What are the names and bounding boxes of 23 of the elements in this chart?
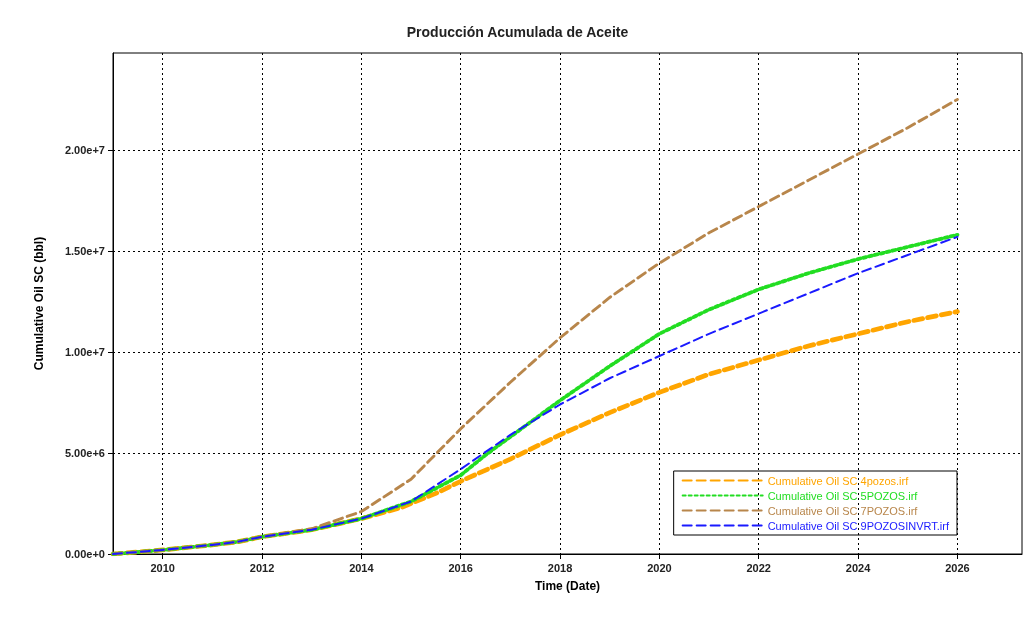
x-tick-label: 2020 <box>647 561 672 574</box>
x-tick-label: 2012 <box>249 561 275 574</box>
y-tick-label: 2.00e+7 <box>64 143 105 156</box>
y-tick-label: 1.00e+7 <box>64 345 105 358</box>
text: Cumulative Oil SC 9POZOSINVRT.irf <box>767 519 950 532</box>
y-tick-label: 1.50e+7 <box>64 244 105 257</box>
text: Cumulative Oil SC 4pozos.irf <box>767 474 910 487</box>
x-tick-label: 2016 <box>448 561 473 574</box>
text: Cumulative Oil SC 5POZOS.irf <box>767 489 919 502</box>
y-axis-title: Cumulative Oil SC (bbl) <box>32 236 46 371</box>
line-series <box>111 98 959 556</box>
y-tick-label: 0.00e+0 <box>64 548 105 560</box>
y-tick-label: 5.00e+6 <box>64 446 105 459</box>
x-tick-label: 2024 <box>845 561 872 574</box>
line-series <box>110 309 960 557</box>
text: Cumulative Oil SC 7POZOS.irf <box>767 504 919 517</box>
x-tick-label: 2026 <box>945 561 970 574</box>
chart-title: Producción Acumulada de Aceite <box>406 24 629 40</box>
x-tick-label: 2022 <box>746 561 771 574</box>
x-axis-title: Time (Date) <box>534 579 601 593</box>
x-tick-label: 2010 <box>150 561 175 574</box>
x-tick-label: 2018 <box>547 561 573 574</box>
x-tick-label: 2014 <box>349 561 375 574</box>
